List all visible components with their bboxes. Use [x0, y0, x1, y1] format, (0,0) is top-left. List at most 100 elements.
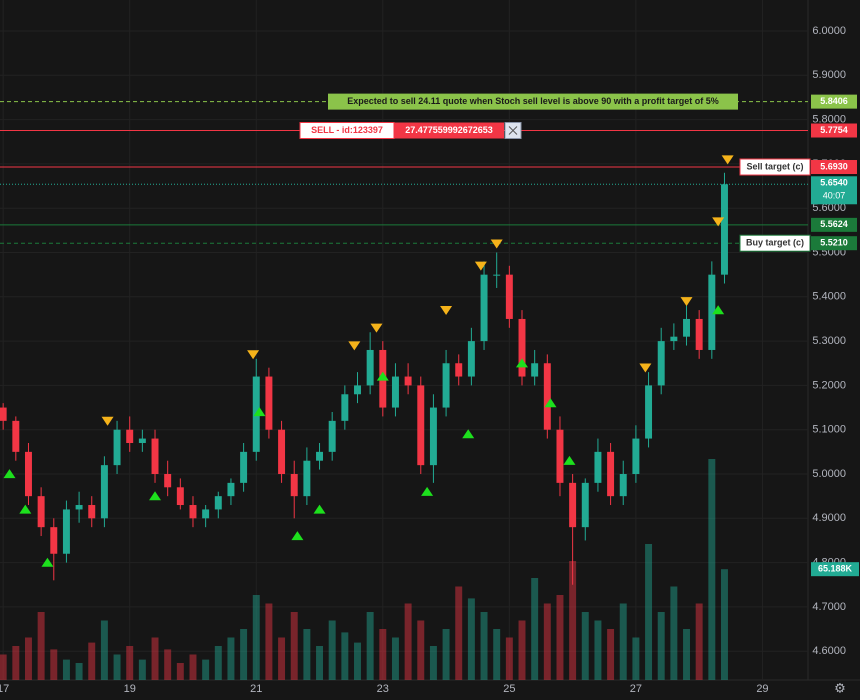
candle-body — [543, 363, 551, 430]
volume-bar — [607, 629, 615, 680]
candle-body — [493, 274, 501, 276]
volume-bar — [214, 646, 222, 680]
y-tick-label: 5.9000 — [812, 69, 846, 81]
volume-bar — [227, 637, 235, 680]
y-tick-label: 5.8000 — [812, 114, 846, 126]
amount-bg — [394, 122, 504, 139]
candle-body — [100, 465, 108, 519]
volume-bar — [455, 586, 463, 680]
volume-bar — [0, 654, 7, 680]
candle-body — [278, 429, 286, 475]
candle-body — [176, 487, 184, 506]
candle-body — [480, 274, 488, 342]
sell-signal — [370, 323, 383, 333]
volume-bar — [164, 649, 172, 680]
volume-bar — [100, 620, 108, 680]
candle-body — [657, 341, 665, 386]
candle-body — [531, 363, 539, 377]
volume-bar — [670, 586, 678, 680]
volume-bar — [480, 612, 488, 680]
price-label-bg — [811, 217, 857, 232]
candle-body — [404, 376, 412, 386]
volume-bar — [379, 629, 387, 680]
sell-signal — [101, 416, 114, 426]
price-label: 5.7754 — [820, 125, 848, 135]
candle-body — [505, 274, 513, 319]
price-label: 5.8406 — [820, 96, 848, 106]
volume-bar — [151, 637, 159, 680]
candle-body — [341, 394, 349, 421]
candle-body — [391, 376, 399, 408]
volume-bar — [341, 632, 349, 680]
volume-bar — [556, 595, 564, 680]
buy-signal — [712, 305, 725, 315]
order-amount: 27.477559992672653 — [405, 125, 493, 135]
sell-signal — [348, 341, 361, 351]
buy-signal — [421, 486, 434, 496]
candle-body — [189, 505, 197, 519]
volume-bar — [12, 646, 20, 680]
y-tick-label: 4.9000 — [812, 512, 846, 524]
sell-signal — [247, 350, 260, 360]
volume-bar — [632, 637, 640, 680]
candle-body — [126, 429, 134, 443]
buy-signal — [253, 407, 266, 417]
volume-bar — [328, 620, 336, 680]
sell-signal — [490, 239, 503, 249]
volume-bar — [543, 603, 551, 680]
candle-body — [75, 505, 83, 510]
volume-bar — [404, 603, 412, 680]
settings-icon[interactable]: ⚙ — [834, 680, 846, 695]
candle-body — [202, 509, 210, 519]
volume-bar — [569, 561, 577, 680]
buy-signal — [544, 398, 557, 408]
close-order-icon[interactable] — [508, 126, 518, 135]
candle-body — [88, 505, 96, 519]
candle-body — [37, 496, 45, 528]
volume-bar — [265, 603, 273, 680]
sell-signal — [639, 363, 652, 373]
candle-body — [316, 451, 324, 461]
volume-bar — [720, 569, 728, 680]
volume-bar — [290, 612, 298, 680]
volume-bar — [619, 603, 627, 680]
buy-signal — [462, 429, 475, 439]
candle-body — [429, 407, 437, 466]
volume-bar — [176, 663, 184, 680]
volume-bar — [240, 629, 248, 680]
candle-body — [556, 429, 564, 483]
buy-signal — [376, 371, 389, 381]
candle-body — [594, 451, 602, 483]
level-tag: Buy target (c) — [746, 238, 804, 248]
buy-signal — [291, 531, 304, 541]
candle-body — [62, 509, 70, 554]
candle-body — [50, 527, 58, 554]
tag-bg — [739, 234, 811, 252]
volume-bar — [581, 612, 589, 680]
x-tick-label: 17 — [0, 683, 9, 695]
candle-body — [240, 451, 248, 483]
candle-body — [12, 420, 20, 452]
volume-bar — [695, 603, 703, 680]
volume-bar — [113, 654, 121, 680]
x-tick-label: 27 — [630, 683, 642, 695]
volume-bar — [50, 649, 58, 680]
volume-bar — [594, 620, 602, 680]
candle-body — [518, 318, 526, 377]
y-tick-label: 6.0000 — [812, 25, 846, 37]
y-tick-label: 5.3000 — [812, 335, 846, 347]
y-tick-label: 4.6000 — [812, 645, 846, 657]
y-tick-label: 4.7000 — [812, 601, 846, 613]
candle-body — [354, 385, 361, 395]
volume-bar — [531, 578, 539, 680]
buy-signal — [149, 491, 162, 501]
volume-label-bg — [811, 562, 859, 577]
tag-bg — [739, 158, 811, 176]
candle-body — [366, 349, 374, 386]
candle-body — [581, 482, 589, 528]
sell-signal — [440, 305, 453, 315]
price-label: 5.5210 — [820, 238, 848, 248]
y-tick-label: 5.2000 — [812, 379, 846, 391]
candle-body — [442, 363, 450, 408]
